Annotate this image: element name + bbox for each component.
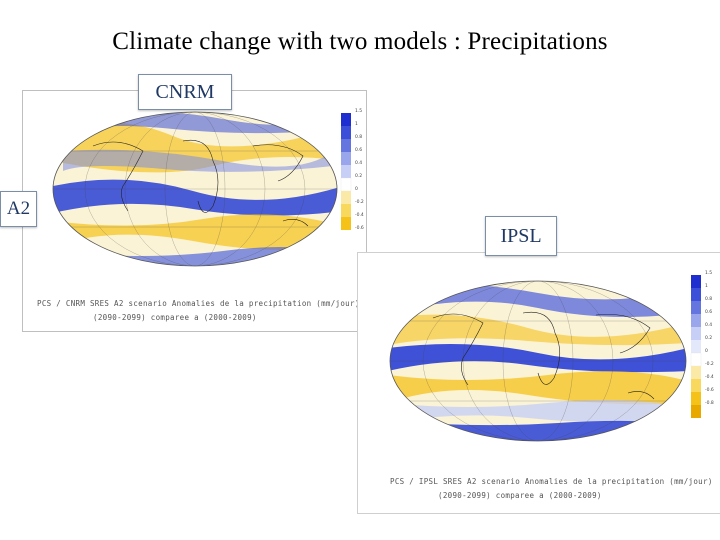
cnrm-scale-tick: -0.6 — [355, 226, 364, 231]
ipsl-scale-tick: 1.5 — [705, 271, 713, 276]
cnrm-caption-line2: (2090-2099) comparee a (2000-2009) — [93, 313, 257, 322]
cnrm-scale-tick: -0.2 — [355, 200, 364, 205]
ipsl-scale-tick: 0 — [705, 349, 708, 354]
cnrm-caption-line1: PCS / CNRM SRES A2 scenario Anomalies de… — [37, 299, 360, 308]
ipsl-scale-tick: -0.8 — [705, 401, 714, 406]
ipsl-scale-tick: -0.2 — [705, 362, 714, 367]
slide-title: Climate change with two models : Precipi… — [112, 28, 608, 55]
cnrm-scale-tick: 0 — [355, 187, 358, 192]
ipsl-scale-tick: 0.8 — [705, 297, 713, 302]
ipsl-caption-line1: PCS / IPSL SRES A2 scenario Anomalies de… — [390, 477, 713, 486]
cnrm-scale-tick: 0.6 — [355, 148, 363, 153]
cnrm-map-panel: 1.5 1 0.8 0.6 0.4 0.2 0 -0.2 -0.4 -0.6 P… — [22, 90, 367, 332]
cnrm-scale-tick: 0.8 — [355, 135, 363, 140]
ipsl-scale-tick: 0.6 — [705, 310, 713, 315]
ipsl-color-scale — [690, 275, 702, 418]
ipsl-model-label: IPSL — [485, 216, 557, 256]
ipsl-scale-tick: 0.4 — [705, 323, 713, 328]
cnrm-scale-tick: 0.4 — [355, 161, 363, 166]
cnrm-precipitation-map — [52, 111, 352, 267]
ipsl-map-panel: 1.5 1 0.8 0.6 0.4 0.2 0 -0.2 -0.4 -0.6 -… — [357, 252, 720, 514]
ipsl-scale-tick: -0.6 — [705, 388, 714, 393]
scenario-a2-label: A2 — [0, 191, 37, 227]
ipsl-scale-tick: -0.4 — [705, 375, 714, 380]
cnrm-scale-tick: -0.4 — [355, 213, 364, 218]
cnrm-scale-tick: 1 — [355, 122, 358, 127]
cnrm-model-label: CNRM — [138, 74, 232, 110]
ipsl-scale-tick: 0.2 — [705, 336, 713, 341]
cnrm-scale-tick: 0.2 — [355, 174, 363, 179]
cnrm-color-scale — [340, 113, 352, 230]
ipsl-caption-line2: (2090-2099) comparee a (2000-2009) — [438, 491, 602, 500]
ipsl-precipitation-map — [389, 275, 702, 442]
cnrm-scale-tick: 1.5 — [355, 109, 363, 114]
ipsl-scale-tick: 1 — [705, 284, 708, 289]
